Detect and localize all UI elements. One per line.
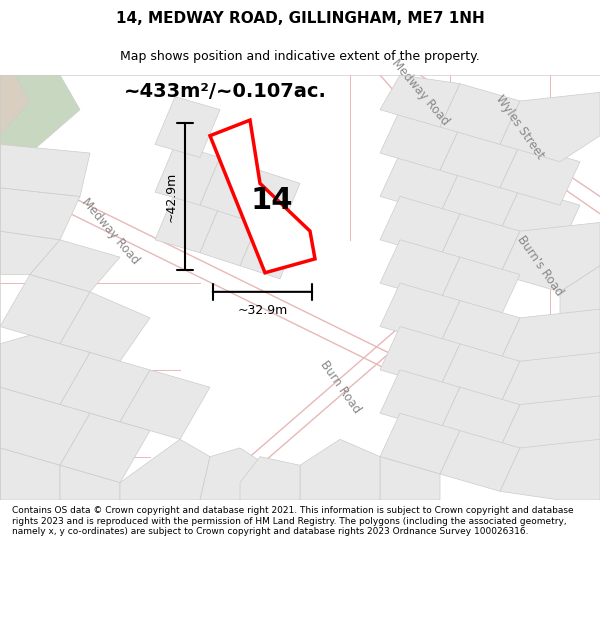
Polygon shape [300, 439, 380, 500]
Polygon shape [155, 192, 220, 253]
Polygon shape [440, 388, 520, 448]
Polygon shape [60, 292, 150, 361]
Polygon shape [120, 370, 210, 439]
Polygon shape [380, 153, 460, 214]
Polygon shape [500, 352, 600, 422]
Text: Burn Road: Burn Road [317, 359, 363, 416]
Polygon shape [500, 439, 600, 500]
Polygon shape [0, 75, 30, 136]
Polygon shape [60, 413, 150, 482]
Polygon shape [440, 257, 520, 318]
Polygon shape [200, 158, 260, 218]
Polygon shape [0, 448, 60, 500]
Polygon shape [380, 196, 460, 257]
Text: ~433m²/~0.107ac.: ~433m²/~0.107ac. [124, 82, 326, 101]
Polygon shape [380, 413, 460, 474]
Polygon shape [380, 326, 460, 388]
Polygon shape [0, 75, 80, 179]
Polygon shape [240, 218, 300, 279]
Polygon shape [560, 266, 600, 326]
Polygon shape [240, 171, 300, 231]
Polygon shape [380, 457, 440, 500]
Polygon shape [210, 120, 315, 272]
Polygon shape [0, 274, 90, 344]
Polygon shape [0, 144, 90, 196]
Polygon shape [500, 309, 600, 379]
Polygon shape [440, 127, 520, 188]
Text: ~42.9m: ~42.9m [164, 171, 178, 221]
Text: Wyles Street: Wyles Street [493, 92, 547, 161]
Polygon shape [60, 465, 120, 500]
Polygon shape [380, 110, 460, 171]
Text: ~32.9m: ~32.9m [238, 304, 287, 317]
Polygon shape [200, 205, 260, 266]
Polygon shape [155, 144, 220, 205]
Polygon shape [240, 457, 300, 500]
Polygon shape [0, 188, 80, 240]
Polygon shape [500, 222, 600, 292]
Polygon shape [440, 431, 520, 491]
Polygon shape [380, 283, 460, 344]
Text: Medway Road: Medway Road [79, 196, 142, 267]
Polygon shape [0, 335, 90, 404]
Polygon shape [500, 396, 600, 465]
Polygon shape [120, 439, 210, 500]
Polygon shape [440, 214, 520, 274]
Polygon shape [380, 240, 460, 301]
Text: Medway Road: Medway Road [389, 57, 451, 128]
Polygon shape [380, 75, 460, 127]
Polygon shape [440, 84, 520, 144]
Polygon shape [0, 231, 60, 274]
Text: Map shows position and indicative extent of the property.: Map shows position and indicative extent… [120, 50, 480, 62]
Polygon shape [500, 144, 580, 205]
Polygon shape [440, 301, 520, 361]
Polygon shape [500, 92, 600, 162]
Polygon shape [380, 370, 460, 431]
Polygon shape [155, 97, 220, 158]
Polygon shape [60, 352, 150, 422]
Polygon shape [200, 448, 280, 500]
Polygon shape [30, 240, 120, 292]
Polygon shape [0, 388, 90, 465]
Polygon shape [500, 188, 580, 249]
Text: Contains OS data © Crown copyright and database right 2021. This information is : Contains OS data © Crown copyright and d… [12, 506, 574, 536]
Polygon shape [440, 171, 520, 231]
Text: 14: 14 [251, 186, 293, 215]
Text: 14, MEDWAY ROAD, GILLINGHAM, ME7 1NH: 14, MEDWAY ROAD, GILLINGHAM, ME7 1NH [116, 11, 484, 26]
Text: Burn's Road: Burn's Road [514, 233, 566, 298]
Polygon shape [440, 344, 520, 404]
